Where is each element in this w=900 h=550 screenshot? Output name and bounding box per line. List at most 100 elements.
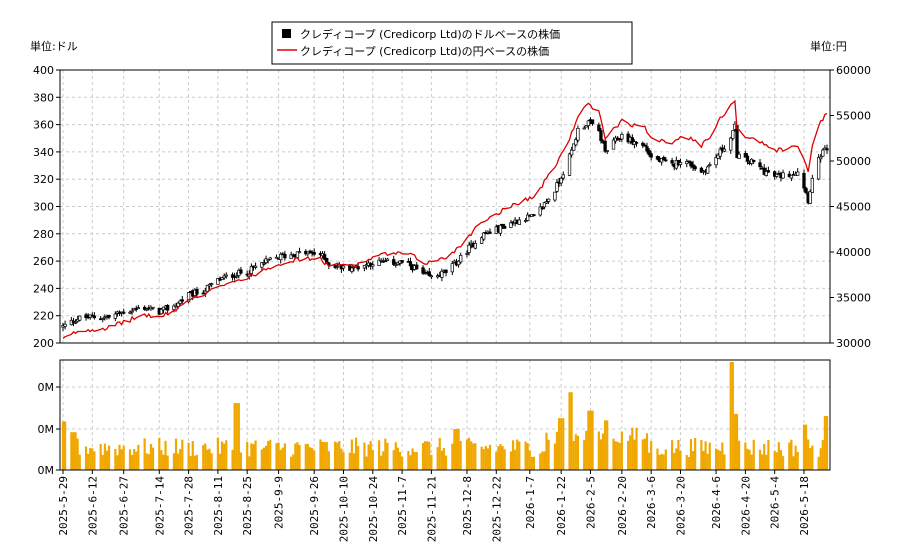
candle-body xyxy=(262,263,266,265)
candle-body xyxy=(482,232,486,240)
volume-bar xyxy=(394,442,397,470)
volume-bar xyxy=(737,440,741,470)
candle-body xyxy=(440,270,444,278)
volume-bar xyxy=(340,448,343,470)
volume-bar xyxy=(804,424,808,470)
volume-bar xyxy=(526,443,529,470)
x-tick-label: 2025-6-12 xyxy=(86,476,99,536)
volume-bar xyxy=(532,456,536,470)
volume-bar xyxy=(342,452,345,470)
candle-body xyxy=(603,140,607,152)
candle-body xyxy=(450,263,454,273)
candle-body xyxy=(670,160,674,164)
candle-body xyxy=(253,265,258,268)
volume-bar xyxy=(589,410,592,470)
volume-bar xyxy=(480,446,483,470)
volume-bar xyxy=(78,454,81,470)
volume-bar xyxy=(91,448,94,470)
volume-bar xyxy=(547,439,550,470)
volume-bar xyxy=(539,453,542,470)
volume-bar xyxy=(352,453,356,470)
volume-bar xyxy=(327,451,330,470)
candle-body xyxy=(322,254,327,260)
volume-bar xyxy=(775,452,778,470)
volume-bar xyxy=(717,449,720,470)
candle-body xyxy=(308,250,312,253)
candle-body xyxy=(142,306,147,310)
volume-bar xyxy=(428,441,431,470)
candle-body xyxy=(706,166,710,174)
volume-bar xyxy=(357,446,360,470)
volume-bar xyxy=(137,444,140,470)
candle-body xyxy=(78,315,82,321)
candle-body xyxy=(523,220,528,222)
candle-body xyxy=(503,225,507,229)
candle-body xyxy=(122,311,126,314)
volume-bar xyxy=(543,451,546,470)
candle-body xyxy=(693,166,697,170)
volume-bar xyxy=(438,437,441,470)
candle-body xyxy=(542,202,547,208)
candle-body xyxy=(789,174,794,179)
volume-bar xyxy=(788,442,791,470)
candle-body xyxy=(662,157,666,161)
volume-bar xyxy=(691,451,695,470)
volume-bar xyxy=(821,440,824,470)
x-tick-label: 2025-6-27 xyxy=(118,476,131,536)
volume-bar xyxy=(223,443,226,470)
volume-bar xyxy=(773,450,776,470)
volume-bar xyxy=(260,449,263,470)
volume-bar xyxy=(587,410,590,470)
candle-body xyxy=(808,191,812,204)
candle-body xyxy=(582,127,586,130)
volume-bar xyxy=(386,442,389,470)
candle-body xyxy=(216,278,220,285)
candle-body xyxy=(350,267,354,272)
volume-bar xyxy=(143,438,146,470)
volume-bar xyxy=(541,451,544,470)
volume-bar xyxy=(304,443,307,470)
volume-bar xyxy=(246,441,249,470)
candle-body xyxy=(611,139,616,150)
volume-bar xyxy=(702,450,705,470)
candle-body xyxy=(159,309,164,315)
candle-body xyxy=(134,308,138,310)
volume-bar xyxy=(174,438,178,470)
candle-body xyxy=(383,260,387,263)
x-tick-label: 2025-11-21 xyxy=(425,476,438,542)
candle-body xyxy=(722,148,727,152)
candle-body xyxy=(699,167,704,173)
candle-body xyxy=(385,258,390,261)
left-tick-label: 200 xyxy=(33,337,54,350)
volume-bar xyxy=(721,442,724,470)
volume-bar xyxy=(202,445,205,470)
candle-body xyxy=(630,137,634,144)
volume-bar xyxy=(442,448,446,470)
candle-body xyxy=(664,159,668,162)
volume-axis-ticks: 0M 0M 0M xyxy=(38,381,60,477)
volume-bar xyxy=(396,447,400,470)
volume-bar xyxy=(482,449,485,470)
volume-bar xyxy=(645,433,649,470)
volume-bar xyxy=(377,440,381,470)
candle-body xyxy=(517,219,521,225)
volume-bar xyxy=(231,449,234,470)
volume-bar xyxy=(612,438,615,470)
x-tick-label: 2026-2-5 xyxy=(584,476,597,529)
candle-body xyxy=(599,130,603,142)
volume-bar xyxy=(193,455,196,470)
legend-box xyxy=(271,21,633,65)
candle-body xyxy=(176,302,180,307)
candle-body xyxy=(804,188,808,193)
volume-bar xyxy=(729,362,732,470)
candle-body xyxy=(781,172,785,179)
volume-bar xyxy=(348,452,351,470)
volume-bar xyxy=(122,445,125,470)
volume-bar xyxy=(237,403,240,470)
legend-usd-marker xyxy=(282,29,291,38)
candle-body xyxy=(509,222,513,228)
volume-bar xyxy=(503,449,506,470)
x-tick-label: 2025-11-7 xyxy=(396,476,409,536)
volume-bar xyxy=(723,454,726,470)
